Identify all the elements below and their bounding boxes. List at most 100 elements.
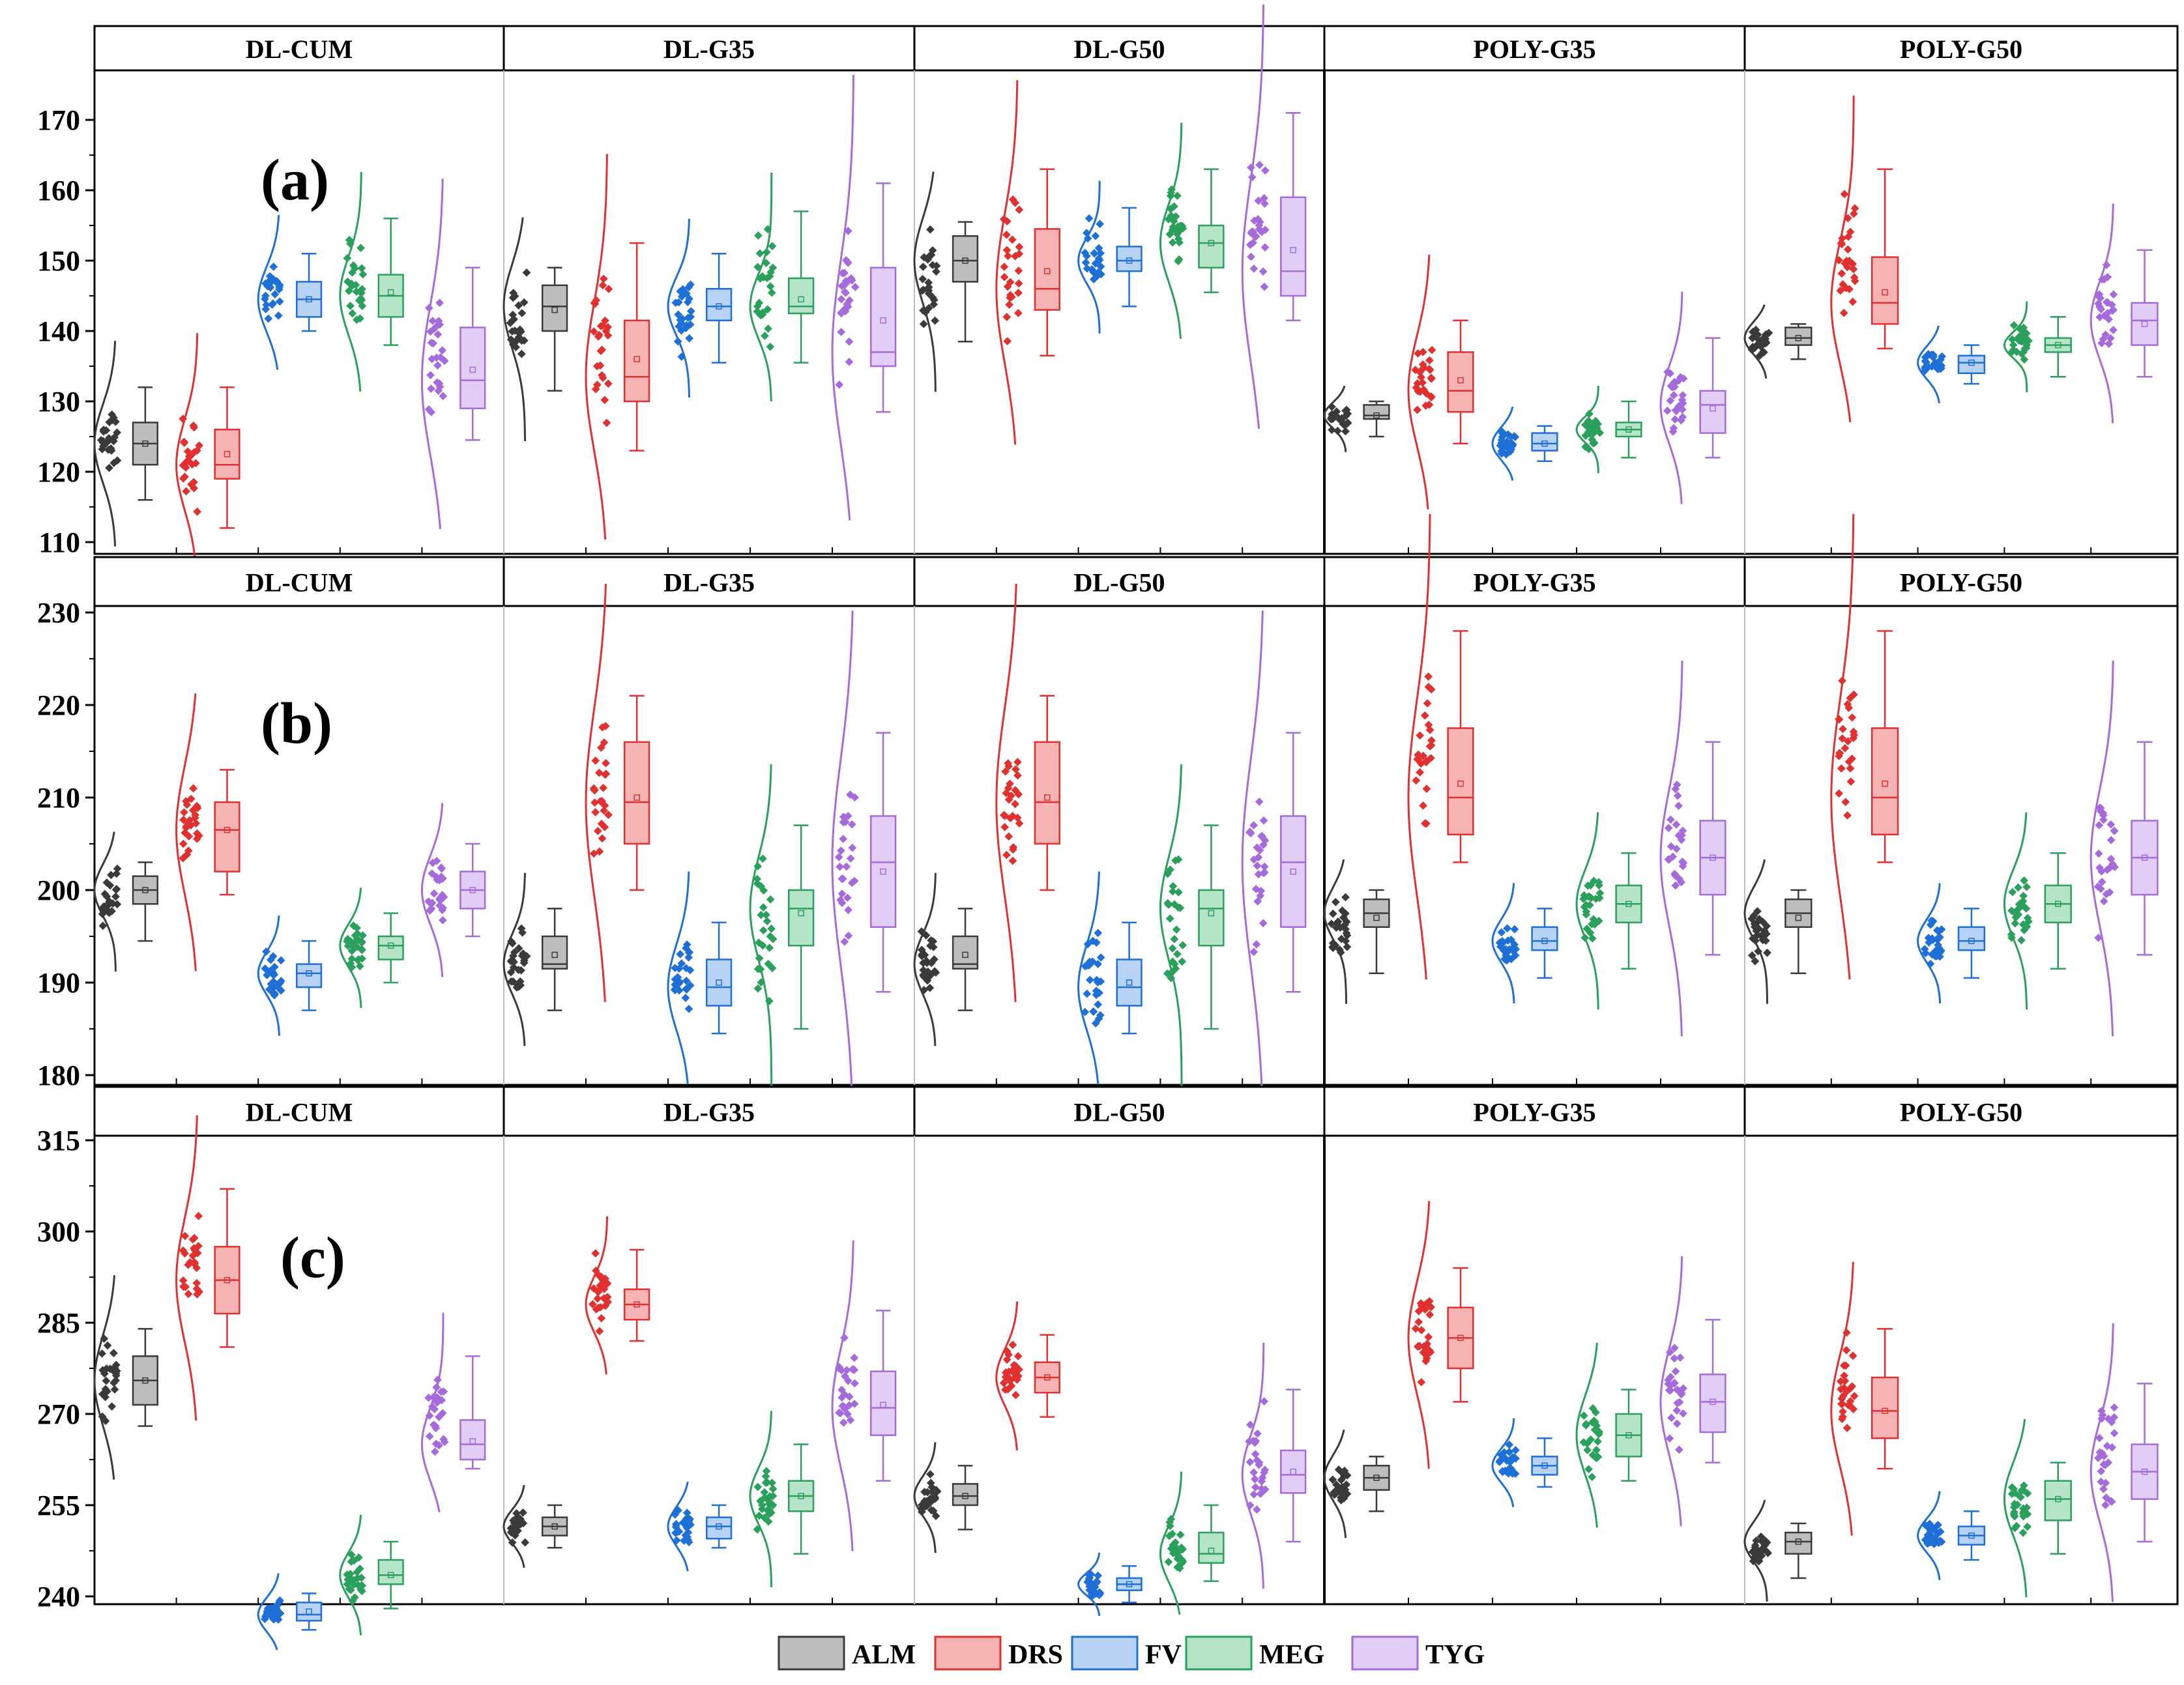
mean-marker-TYG <box>2141 321 2148 327</box>
point-TYG <box>2096 807 2105 816</box>
mean-marker-FV <box>1541 440 1548 447</box>
mean-marker-ALM <box>1795 914 1802 921</box>
box-FV <box>1116 246 1143 272</box>
point-TYG <box>2094 299 2103 308</box>
point-TYG <box>842 862 851 871</box>
point-TYG <box>1260 225 1270 235</box>
point-TYG <box>427 384 435 393</box>
mean-marker-TYG <box>2141 854 2148 861</box>
point-TYG <box>435 379 444 388</box>
mean-marker-FV <box>306 296 312 303</box>
point-MEG <box>1589 439 1597 448</box>
point-DRS <box>1841 798 1850 807</box>
point-FV <box>685 334 693 343</box>
point-MEG <box>2020 876 2029 885</box>
point-DRS <box>1002 788 1011 798</box>
mean-marker-ALM <box>551 951 558 958</box>
point-TYG <box>438 1409 447 1418</box>
point-DRS <box>1013 771 1022 780</box>
point-MEG <box>357 244 365 252</box>
mean-marker-FV <box>716 979 722 986</box>
point-ALM <box>1342 929 1351 938</box>
point-DRS <box>1425 725 1434 734</box>
point-DRS <box>184 832 194 841</box>
violin-MEG <box>1575 386 1599 474</box>
point-TYG <box>429 339 438 348</box>
box-DRS <box>1034 741 1060 845</box>
point-DRS <box>1421 819 1429 828</box>
point-FV <box>1094 960 1102 968</box>
mean-marker-TYG <box>1290 247 1296 253</box>
point-DRS <box>1009 842 1018 852</box>
mean-marker-ALM <box>551 306 558 313</box>
point-MEG <box>766 282 775 291</box>
box-TYG <box>1280 815 1307 929</box>
point-MEG <box>1594 917 1603 925</box>
point-ALM <box>919 958 927 968</box>
point-TYG <box>439 392 448 401</box>
point-MEG <box>1166 865 1174 874</box>
point-DRS <box>592 381 602 389</box>
point-MEG <box>1176 904 1185 912</box>
point-TYG <box>1259 919 1268 928</box>
box-TYG <box>1280 1449 1307 1494</box>
point-TYG <box>1679 374 1688 383</box>
point-DRS <box>1002 850 1011 859</box>
violin-DRS <box>1407 254 1431 510</box>
mean-marker-TYG <box>1710 854 1716 861</box>
violin-FV <box>1491 883 1515 1004</box>
box-TYG <box>2131 302 2159 346</box>
point-TYG <box>1248 173 1257 182</box>
point-MEG <box>1168 238 1177 247</box>
point-DRS <box>598 371 606 380</box>
mean-marker-FV <box>716 1523 722 1530</box>
mean-marker-MEG <box>2054 341 2061 349</box>
box-FV <box>1116 958 1143 1007</box>
point-TYG <box>440 356 449 366</box>
point-MEG <box>1581 431 1590 440</box>
violin-ALM <box>93 831 117 972</box>
point-MEG <box>759 926 768 935</box>
point-FV <box>677 959 686 968</box>
point-ALM <box>932 261 941 270</box>
point-DRS <box>589 327 598 336</box>
point-MEG <box>358 270 368 279</box>
point-FV <box>1924 350 1933 358</box>
point-MEG <box>768 242 777 251</box>
point-TYG <box>428 858 437 867</box>
point-TYG <box>435 1441 443 1450</box>
point-TYG <box>2106 835 2116 844</box>
mean-marker-MEG <box>798 296 804 303</box>
box-MEG <box>787 277 815 315</box>
point-FV <box>1094 1000 1103 1009</box>
violin-TYG <box>831 74 854 521</box>
point-TYG <box>1255 797 1264 806</box>
point-TYG <box>424 1393 433 1402</box>
point-MEG <box>1174 887 1183 897</box>
point-ALM <box>926 971 935 980</box>
point-FV <box>1510 925 1519 934</box>
box-ALM <box>541 284 568 332</box>
panel-label: (a) <box>261 148 329 212</box>
point-TYG <box>1258 831 1266 841</box>
point-TYG <box>843 893 852 902</box>
violin-FV <box>257 214 280 370</box>
point-ALM <box>517 951 527 960</box>
point-MEG <box>766 895 775 904</box>
point-DRS <box>1004 832 1013 841</box>
point-TYG <box>1671 881 1680 890</box>
point-FV <box>1932 952 1941 960</box>
point-TYG <box>437 863 446 872</box>
point-TYG <box>427 904 436 914</box>
mean-marker-DRS <box>1457 377 1464 384</box>
point-ALM <box>919 319 928 328</box>
point-ALM <box>102 426 111 435</box>
group-header-label: DL-G35 <box>663 1098 755 1127</box>
point-FV <box>264 314 273 323</box>
point-DRS <box>1844 737 1852 745</box>
point-MEG <box>756 274 764 283</box>
point-ALM <box>105 899 114 907</box>
point-TYG <box>435 320 444 329</box>
point-ALM <box>918 274 927 283</box>
point-MEG <box>759 903 768 912</box>
